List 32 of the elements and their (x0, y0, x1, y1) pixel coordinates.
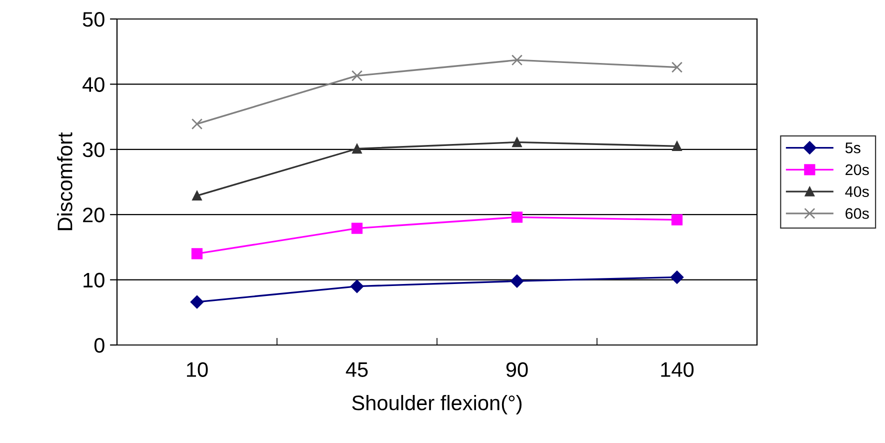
point (192, 190, 202, 201)
point (352, 144, 362, 154)
x-tick-label: 10 (187, 362, 208, 377)
legend-label: 60s (846, 208, 869, 219)
point (512, 137, 522, 148)
y-axis-title: Discomfort (57, 132, 72, 230)
y-tick-label: 0 (94, 338, 104, 353)
point (671, 214, 683, 226)
y-tick-label: 40 (82, 77, 104, 92)
legend-label: 5s (845, 142, 860, 154)
point (191, 248, 203, 260)
point (350, 280, 364, 293)
x-axis-title: Shoulder flexion(°) (352, 394, 522, 414)
point (671, 62, 683, 73)
x-tick-label: 90 (506, 362, 528, 377)
y-tick-label: 30 (82, 142, 104, 158)
point (672, 141, 682, 151)
x-tick-label: 45 (346, 362, 368, 377)
point (351, 222, 363, 234)
point (511, 212, 523, 223)
point (191, 118, 203, 130)
y-tick-label: 20 (83, 208, 104, 222)
point (190, 295, 204, 309)
legend-label: 20s (846, 164, 869, 176)
point (351, 70, 363, 82)
point (511, 54, 523, 66)
y-tick-label: 50 (82, 12, 104, 27)
legend-label: 40s (845, 186, 869, 198)
point (670, 270, 684, 284)
x-tick-label: 140 (661, 362, 694, 377)
y-tick-label: 10 (84, 272, 104, 288)
point (510, 274, 524, 288)
